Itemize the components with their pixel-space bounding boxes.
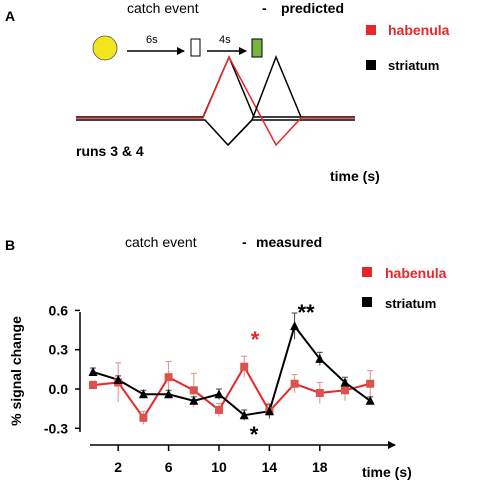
panel-a-xlabel: time (s) [330,168,380,184]
striatum-point [340,377,350,387]
panel-a: A catch event - predicted habenula stria… [5,0,450,184]
habenula-line [92,364,371,420]
striatum-point [365,395,375,405]
x-tick-label: 10 [211,459,227,475]
y-tick-label: 0.0 [49,381,69,397]
habenula-point [315,388,324,397]
striatum-point [164,389,174,399]
x-tick-label: 2 [114,459,122,475]
sig-striatum-neg-star: * [250,422,259,447]
striatum-point [264,406,274,416]
interval-6s-label: 6s [146,34,158,46]
cue-box [190,38,201,57]
predicted-habenula-line [76,55,355,147]
x-tick-label: 18 [312,459,328,475]
x-tick-label: 14 [262,459,278,475]
legend-b-striatum-label: striatum [385,296,436,311]
habenula-point [164,373,173,382]
legend-b-habenula-marker [362,267,372,277]
y-tick-label: 0.3 [49,342,69,358]
plot-area [88,312,375,425]
panel-b-title-plain: catch event [125,234,197,250]
striatum-point [138,389,148,399]
habenula-point [189,386,198,395]
target-box [251,38,263,58]
legend-b-striatum-marker [362,297,372,307]
striatum-point [315,353,325,363]
panel-a-letter: A [5,8,15,24]
panel-a-title-bold: predicted [281,0,344,16]
habenula-point [341,386,349,395]
habenula-point [290,379,299,388]
predicted-striatum-line-bottom [76,119,355,147]
striatum-point [290,321,300,331]
sig-striatum-pos-stars: ** [297,300,315,325]
striatum-point [113,374,123,384]
panel-b: B catch event - measured habenula striat… [5,234,447,480]
habenula-point [139,413,148,422]
striatum-point [88,366,98,376]
habenula-point [215,405,223,414]
panel-b-title-bold: measured [256,234,322,250]
legend-striatum-marker [366,60,376,70]
sig-habenula-star: * [251,327,260,352]
legend-striatum-label: striatum [388,58,439,73]
panel-b-letter: B [5,237,15,253]
legend-habenula-label: habenula [388,22,450,38]
striatum-point [214,389,224,399]
y-axis-label: % signal change [8,316,24,426]
habenula-point [240,362,249,371]
striatum-line [92,323,371,417]
x-ticks: 2 6 10 14 18 [114,445,328,475]
y-tick-label: -0.3 [44,420,68,436]
x-tick-label: 6 [165,459,173,475]
panel-b-xlabel: time (s) [362,464,412,480]
runs-label: runs 3 & 4 [76,143,144,159]
habenula-point [89,381,97,390]
y-ticks: 0.6 0.3 0.0 -0.3 [44,302,80,436]
legend-habenula-marker [366,25,376,35]
legend-b-habenula-label: habenula [385,265,447,281]
interval-4s-label: 4s [219,34,231,46]
predicted-striatum-peak [227,54,302,146]
habenula-point [366,379,375,388]
panel-a-title-plain: catch event [127,0,199,16]
panel-b-title-dash: - [242,234,247,250]
y-tick-label: 0.6 [49,302,69,318]
striatum-point [239,410,249,420]
panel-a-title-dash: - [262,0,267,16]
striatum-point [189,395,199,405]
stimulus-circle [92,35,118,61]
